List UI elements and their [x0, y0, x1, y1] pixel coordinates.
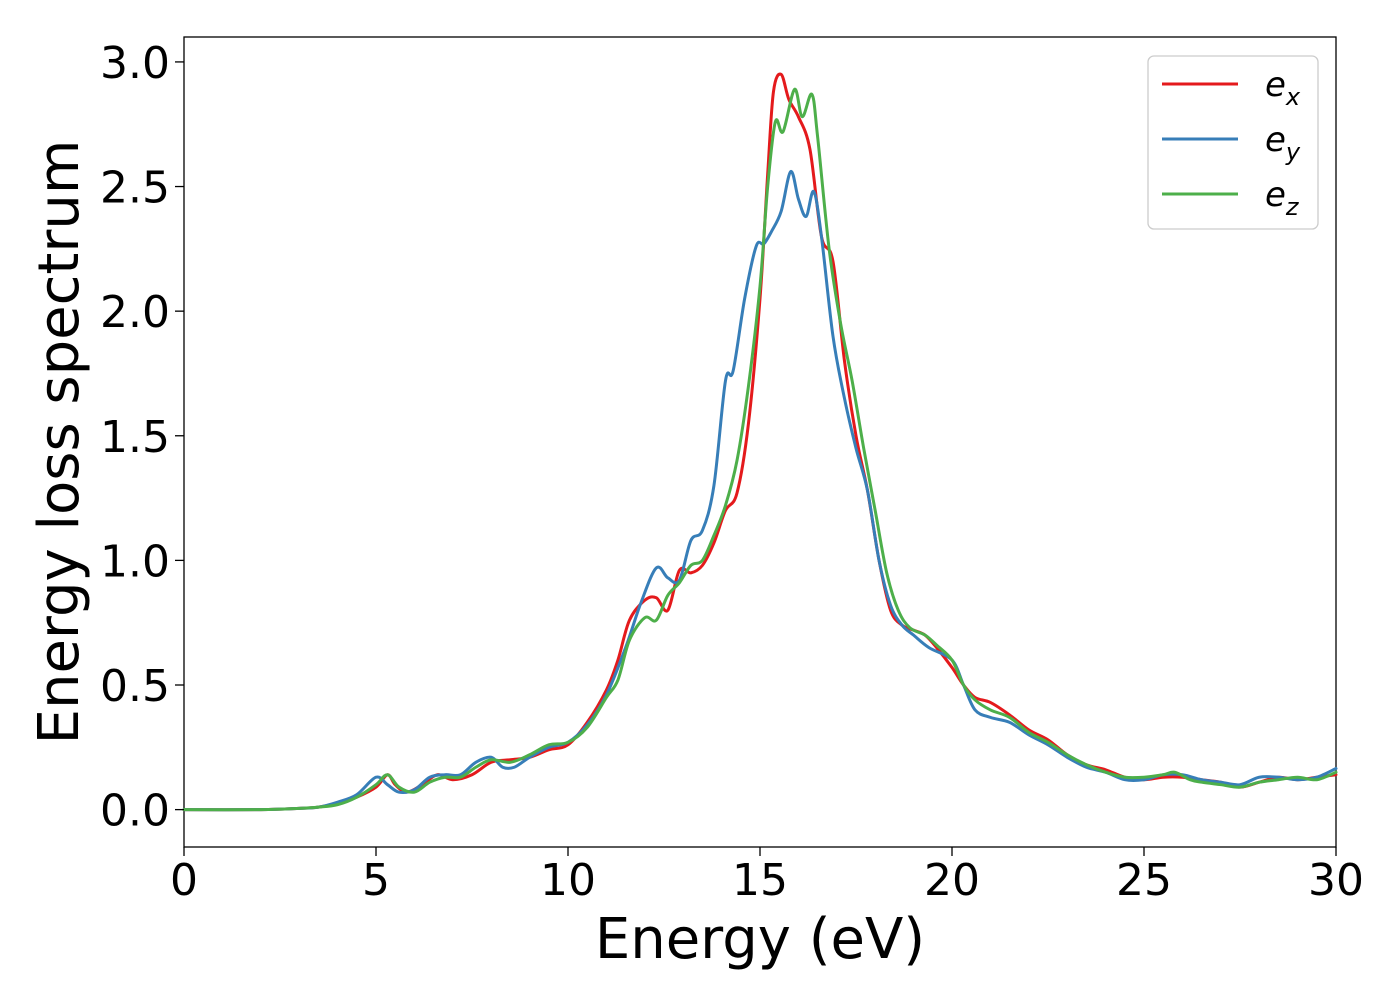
y-tick-label: 2.5: [100, 163, 170, 214]
x-tick-label: 15: [732, 855, 788, 906]
y-axis-label: Energy loss spectrum: [27, 140, 92, 745]
y-axis-ticks: 0.0 0.5 1.0 1.5 2.0 2.5 3.0: [100, 38, 184, 837]
legend-label-y: ey: [1265, 120, 1301, 166]
legend-box: [1147, 55, 1319, 230]
x-tick-label: 30: [1308, 855, 1364, 906]
y-tick-label: 0.5: [100, 661, 170, 712]
series-line-y: [182, 170, 1338, 812]
x-tick-label: 25: [1116, 855, 1172, 906]
x-axis-ticks: 0 5 10 15 20 25 30: [170, 847, 1364, 906]
x-tick-label: 0: [170, 855, 198, 906]
y-tick-label: 1.5: [100, 412, 170, 463]
x-axis-label: Energy (eV): [595, 907, 925, 972]
series-line-x: [182, 72, 1338, 812]
legend-label-x: ex: [1265, 65, 1301, 111]
y-tick-label: 3.0: [100, 38, 170, 89]
series-line-z: [182, 87, 1338, 812]
x-tick-label: 20: [924, 855, 980, 906]
series-lines: [182, 72, 1338, 812]
y-tick-label: 1.0: [100, 536, 170, 587]
legend-label-z: ez: [1265, 175, 1300, 221]
x-tick-label: 5: [362, 855, 390, 906]
x-tick-label: 10: [540, 855, 596, 906]
y-tick-label: 2.0: [100, 287, 170, 338]
legend: ex ey ez: [1147, 55, 1319, 230]
y-tick-label: 0.0: [100, 786, 170, 837]
